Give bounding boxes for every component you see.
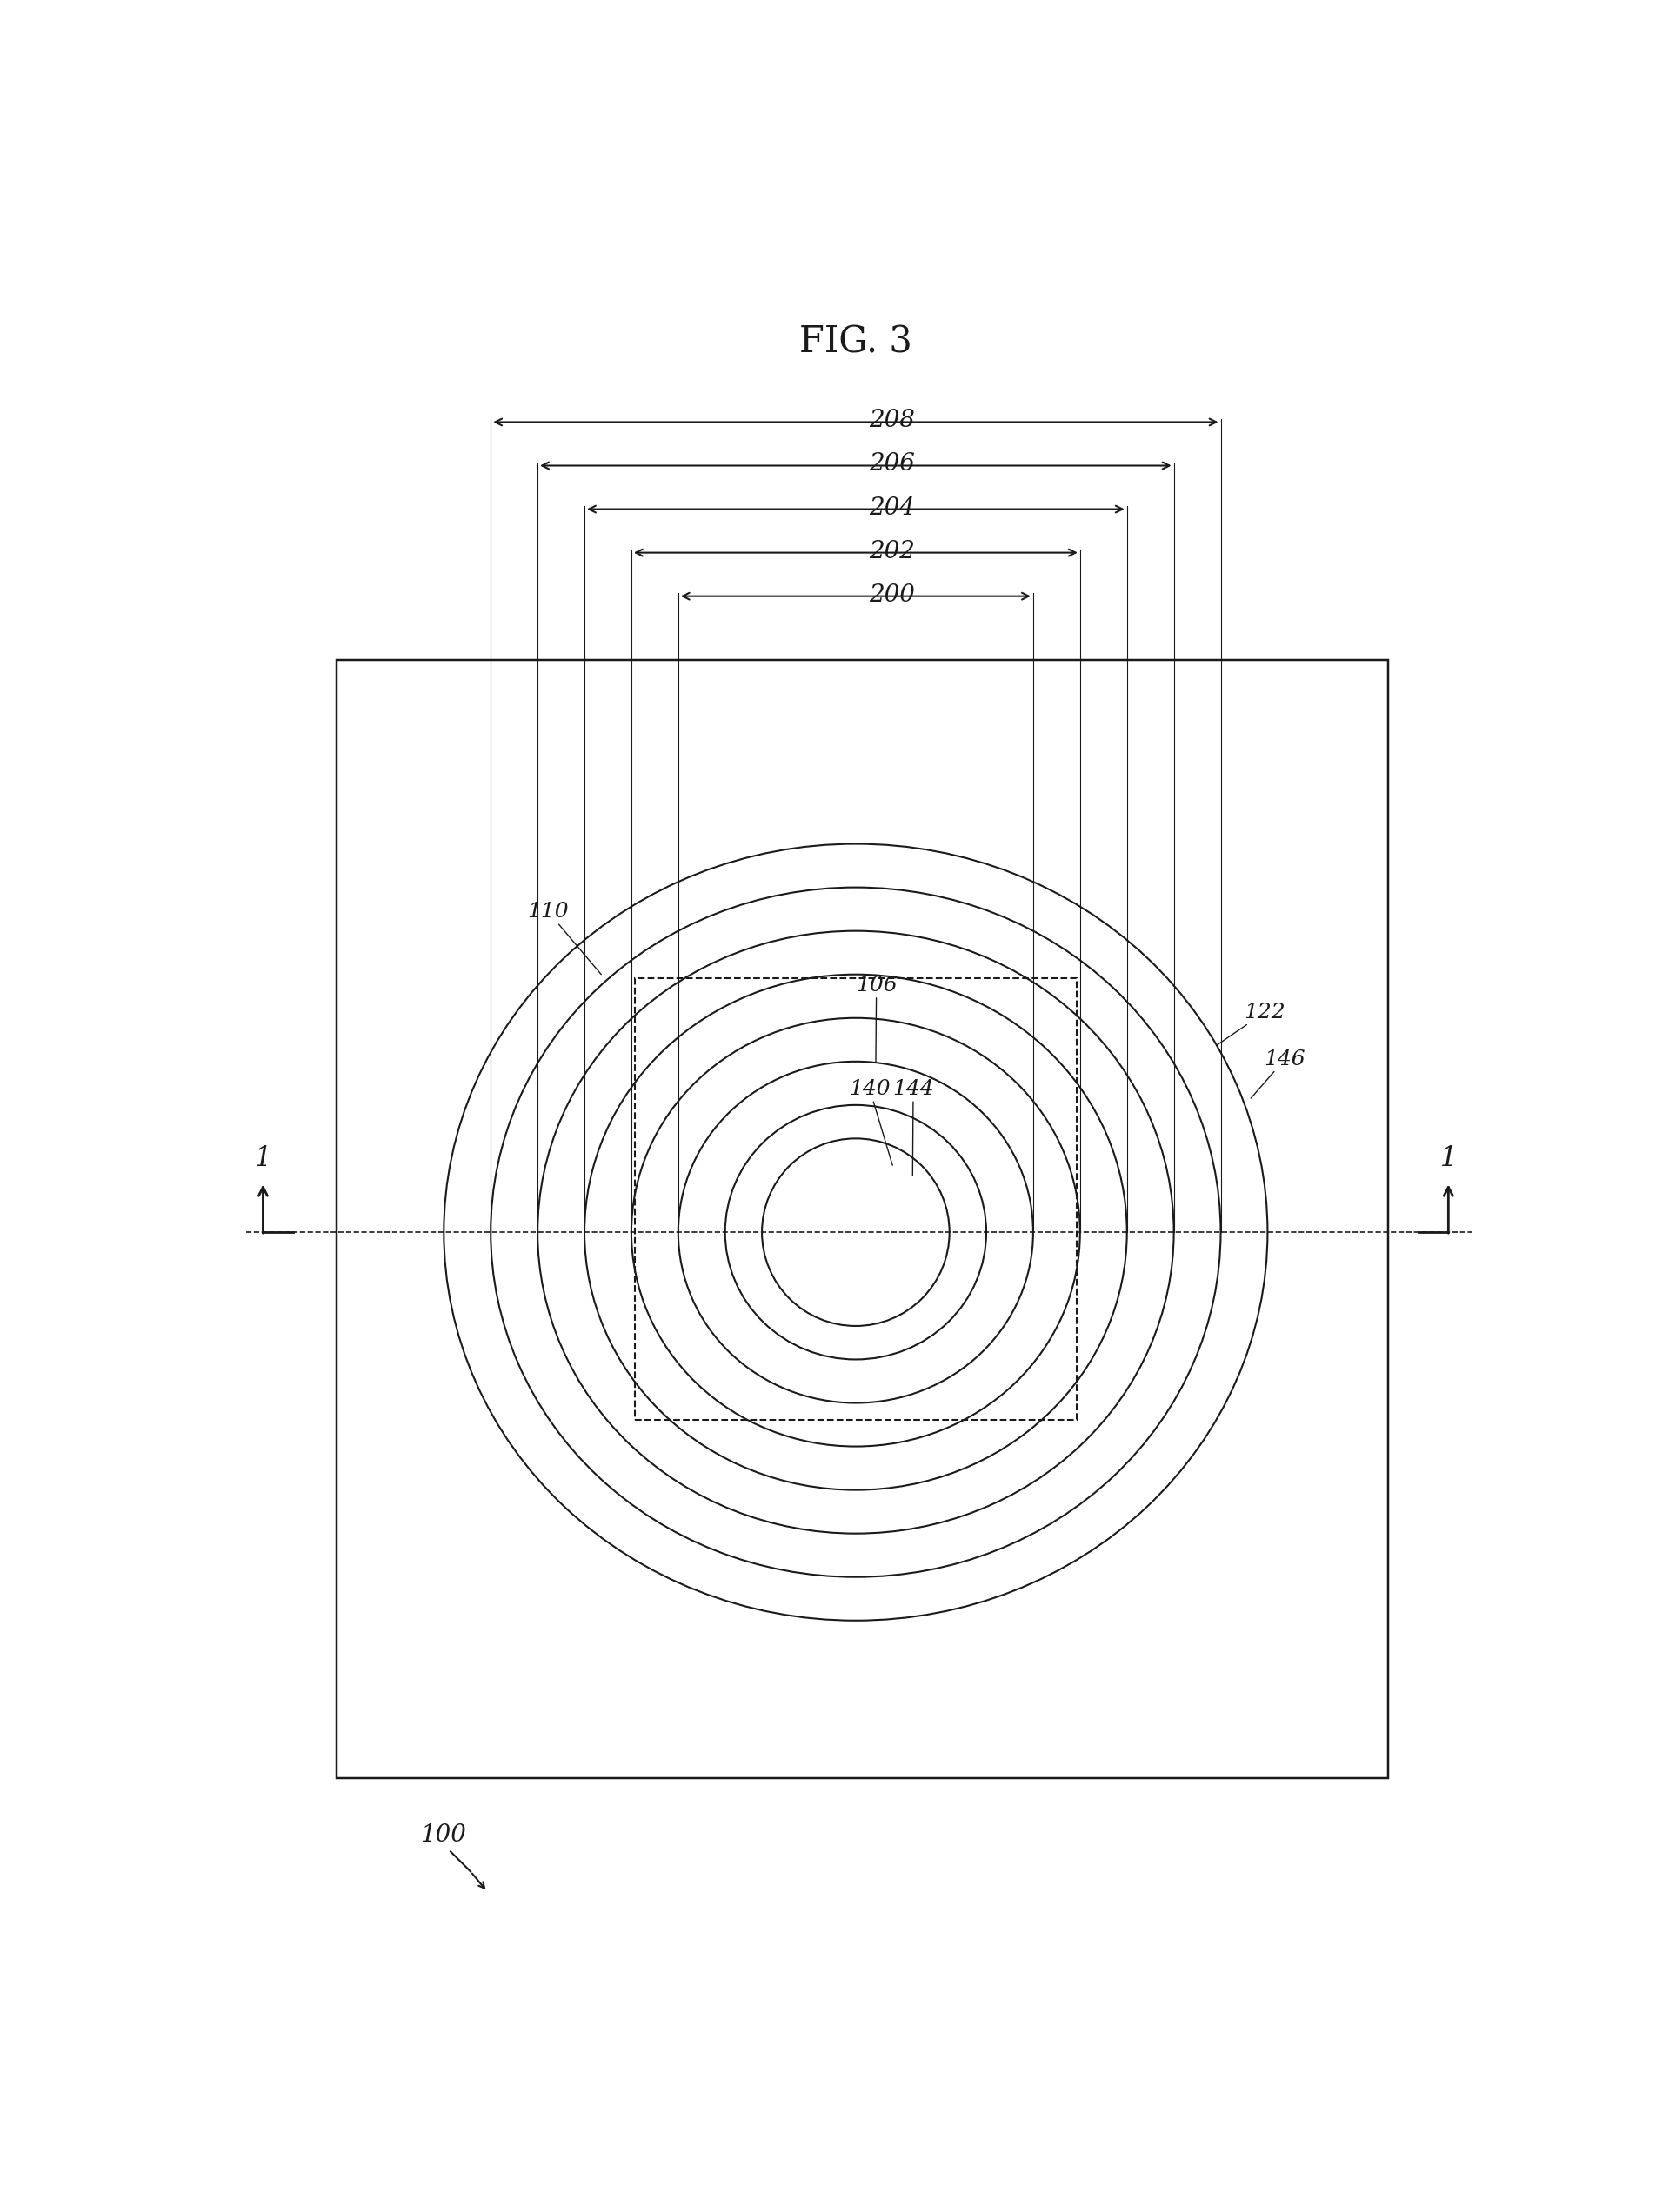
Bar: [634, 978, 1077, 1420]
Text: 106: 106: [856, 975, 898, 1062]
Text: 202: 202: [870, 540, 915, 564]
Text: 200: 200: [870, 584, 915, 606]
Text: 140: 140: [850, 1079, 893, 1166]
Text: 110: 110: [527, 902, 601, 975]
Text: 122: 122: [1217, 1002, 1285, 1044]
Text: 146: 146: [1250, 1048, 1305, 1099]
Text: 144: 144: [893, 1079, 935, 1175]
Text: 208: 208: [870, 409, 915, 434]
Text: FIG. 3: FIG. 3: [799, 323, 913, 361]
Bar: [337, 659, 1389, 1778]
Text: 206: 206: [870, 453, 915, 476]
Text: 204: 204: [870, 495, 915, 520]
Text: 1: 1: [1440, 1146, 1457, 1172]
Text: 1: 1: [255, 1146, 272, 1172]
Text: 100: 100: [421, 1823, 466, 1847]
